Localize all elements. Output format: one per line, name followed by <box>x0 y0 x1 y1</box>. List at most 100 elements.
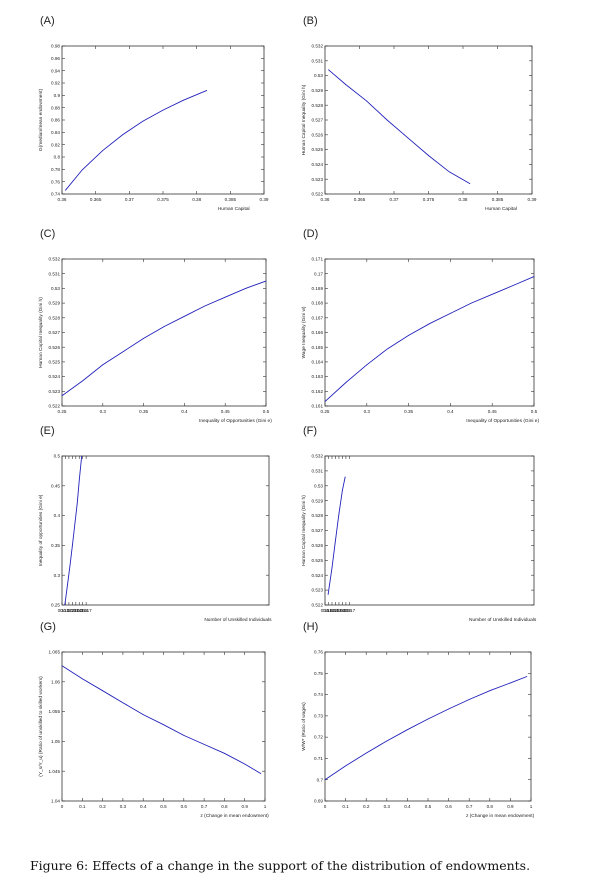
panel-label: (A) <box>40 15 55 27</box>
x-tick-label: 0.6 <box>181 804 188 809</box>
x-tick-label: 0.39 <box>528 197 537 202</box>
series-line <box>324 676 528 781</box>
y-tick-label: 0.531 <box>312 469 324 474</box>
data-point <box>81 169 83 171</box>
y-tick-label: 0.71 <box>314 756 323 761</box>
x-tick-label: 0.5 <box>160 804 167 809</box>
x-tick-label: 0.3 <box>364 409 371 414</box>
data-point <box>328 69 329 71</box>
y-axis-label: Human Capital Inequality (Gini h) <box>38 297 44 368</box>
data-point <box>345 382 347 383</box>
data-point <box>206 90 208 91</box>
x-axis-label: z (Change in mean endowment) <box>200 813 269 819</box>
data-point <box>408 335 409 336</box>
x-tick-label: 0.7 <box>201 804 208 809</box>
x-tick-label: 0.37 <box>125 197 134 202</box>
data-point <box>122 351 124 352</box>
data-point <box>61 395 63 397</box>
x-tick-label: 0.375 <box>157 197 169 202</box>
data-point <box>74 524 76 525</box>
y-tick-label: 0.522 <box>312 603 324 608</box>
data-point <box>448 708 449 710</box>
x-tick-label: 0.6 <box>445 804 452 809</box>
x-tick-label: 0.515 <box>337 608 349 613</box>
x-axis-label: Inequality of Opportunities (Gini e) <box>199 418 272 424</box>
data-point <box>65 189 66 191</box>
y-tick-label: 0.72 <box>314 735 323 740</box>
data-point <box>335 540 336 542</box>
x-tick-label: 0.514 <box>333 608 345 613</box>
data-point <box>489 690 491 692</box>
x-tick-label: 0.5 <box>425 804 432 809</box>
panel-label: (C) <box>40 228 55 240</box>
y-tick-label: 1.04 <box>51 799 60 804</box>
x-tick-label: 0.45 <box>488 409 497 414</box>
y-tick-label: 0.532 <box>49 257 61 262</box>
data-point <box>204 305 206 307</box>
x-axis-label: Human Capital <box>485 206 517 212</box>
x-tick-label: 0.37 <box>390 197 399 202</box>
x-tick-label: 0.1 <box>79 804 86 809</box>
y-axis-label: Human Capital Inequality (Gini h) <box>301 495 307 566</box>
chart-panel-1: (A) 0.36 0.365 0.37 0.375 0.38 0.385 0.39 0.74 0.… <box>38 15 269 212</box>
y-tick-label: 0.35 <box>51 543 60 548</box>
y-tick-label: 0.9 <box>54 93 61 98</box>
figure-caption: Figure 6: Effects of a change in the sup… <box>30 858 531 873</box>
data-point <box>327 594 329 595</box>
y-tick-label: 0.526 <box>312 543 324 548</box>
data-point <box>143 338 144 339</box>
y-tick-label: 0.86 <box>51 118 60 123</box>
x-tick-label: 0.4 <box>181 409 188 414</box>
data-point <box>428 155 429 156</box>
x-tick-label: 0.116 <box>77 608 89 613</box>
x-tick-label: 0.35 <box>139 409 148 414</box>
x-tick-label: 0.4 <box>140 804 147 809</box>
data-point <box>469 183 471 184</box>
y-tick-label: 0.526 <box>49 345 61 350</box>
y-tick-label: 0.169 <box>312 286 324 291</box>
y-tick-label: 0.5 <box>54 454 61 459</box>
y-tick-label: 0.529 <box>312 88 324 93</box>
x-tick-label: 0.511 <box>323 608 335 613</box>
y-tick-label: 0.162 <box>312 389 324 394</box>
data-point <box>512 285 514 286</box>
x-tick-label: 0.365 <box>354 197 366 202</box>
x-tick-label: 0.4 <box>404 804 411 809</box>
series-line <box>328 69 471 184</box>
data-point <box>260 773 262 774</box>
data-point <box>163 326 165 327</box>
x-tick-label: 0.3 <box>100 409 107 414</box>
x-axis-label: Human Capital <box>218 206 250 212</box>
x-tick-label: 0.25 <box>58 409 67 414</box>
y-tick-label: 0.8 <box>54 155 61 160</box>
data-point <box>344 476 346 478</box>
data-point <box>122 702 124 704</box>
data-point <box>122 134 123 136</box>
y-tick-label: 0.525 <box>312 147 324 152</box>
data-point <box>224 296 226 298</box>
data-point <box>345 765 346 767</box>
x-tick-label: 0.375 <box>423 197 435 202</box>
x-tick-label: 0.112 <box>63 608 75 613</box>
y-tick-label: 1.065 <box>49 650 61 655</box>
x-tick-label: 0.114 <box>70 608 82 613</box>
data-point <box>61 665 63 667</box>
data-point <box>102 150 103 152</box>
x-tick-label: 0.11 <box>321 608 330 613</box>
y-tick-label: 0.53 <box>51 286 60 291</box>
data-point <box>163 724 164 726</box>
chart-panel-6: (F)0.110.5110.5120.5130.5140.5150.5160.5… <box>301 425 537 623</box>
x-tick-label: 0.117 <box>81 608 93 613</box>
x-tick-label: 0.5 <box>531 409 538 414</box>
y-tick-label: 0.525 <box>49 360 61 365</box>
y-tick-label: 0.164 <box>312 360 324 365</box>
data-point <box>491 293 493 295</box>
data-point <box>142 120 144 122</box>
series-line <box>61 665 262 774</box>
y-tick-label: 0.527 <box>49 330 61 335</box>
data-point <box>244 763 246 765</box>
x-axis-label: Inequality of Opportunities (Gini e) <box>466 418 539 424</box>
data-point <box>203 744 205 745</box>
x-tick-label: 0.9 <box>242 804 249 809</box>
